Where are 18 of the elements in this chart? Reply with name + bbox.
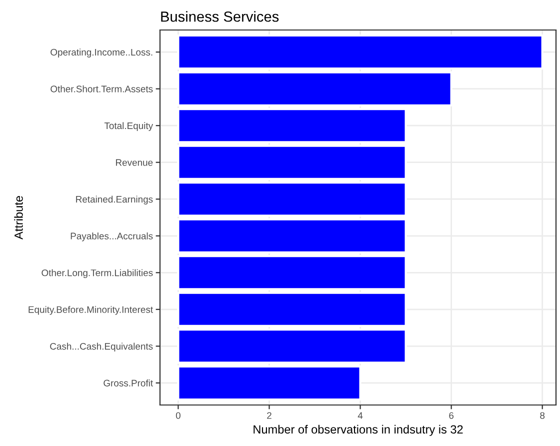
y-tick-label: Cash...Cash.Equivalents [50, 342, 153, 352]
y-tick-label: Retained.Earnings [76, 196, 153, 204]
y-axis-title: Attribute [14, 196, 23, 240]
x-tick-label: 0 [176, 412, 180, 419]
y-tick-label: Total.Equity [104, 122, 154, 131]
y-tick-label: Other.Long.Term.Liabilities [42, 269, 153, 278]
x-tick-label: 6 [449, 412, 454, 419]
y-tick-label: Equity.Before.Minority.Interest [28, 306, 153, 315]
x-axis-title: Number of observations in indsutry is 32 [254, 424, 463, 436]
y-tick-label: Other.Short.Term.Assets [50, 85, 153, 92]
chart-title: Business Services [161, 11, 279, 22]
y-tick-label: Operating.Income..Loss. [50, 48, 152, 58]
x-tick-label: 4 [358, 412, 363, 419]
y-tick-label: Gross.Profit [104, 380, 153, 386]
x-tick-label: 8 [540, 412, 545, 419]
y-tick-label: Revenue [116, 159, 153, 166]
x-tick-label: 2 [267, 412, 272, 419]
y-tick-label: Payables...Accruals [70, 232, 153, 242]
